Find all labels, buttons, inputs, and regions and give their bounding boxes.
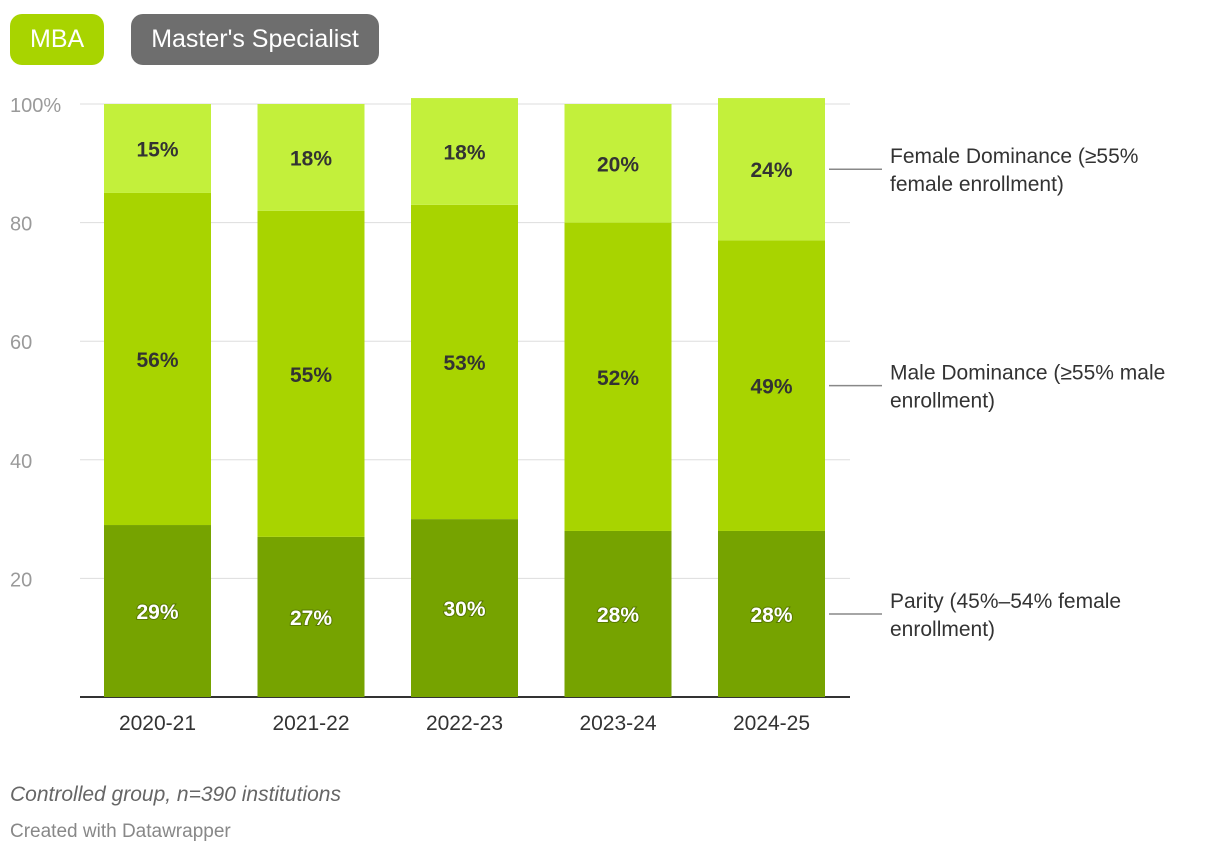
data-label: 18% (443, 141, 485, 164)
bar-segment (104, 525, 211, 697)
data-label: 27% (290, 607, 332, 630)
legend-label-line: female enrollment) (890, 173, 1064, 196)
bar-segment (411, 98, 518, 205)
tab-mba[interactable]: MBA (10, 14, 105, 65)
bar-segment (718, 530, 825, 697)
data-label: 28% (597, 604, 639, 627)
y-tick-label: 100% (10, 95, 61, 117)
legend-label-line: Male Dominance (≥55% male (890, 362, 1165, 385)
data-label: 15% (136, 138, 178, 161)
y-tick-label: 40 (10, 451, 32, 473)
stacked-bar-chart: 20 40 60 80 100% 29% 56% 15% 2020-21 27% 55% 18% 20… (10, 95, 1165, 735)
bar-segment (411, 519, 518, 697)
data-label: 28% (750, 604, 792, 627)
data-label: 53% (443, 352, 485, 375)
bar-segment (257, 104, 365, 211)
legend-label: Female Dominance (≥55% female enrollment) (890, 145, 1138, 196)
x-tick-label: 2021-22 (272, 712, 349, 735)
bar-segment (104, 192, 211, 526)
x-tick-label: 2022-23 (426, 712, 503, 735)
x-tick-label: 2023-24 (579, 712, 656, 735)
bar-segment (718, 240, 825, 531)
data-label: 49% (750, 376, 792, 399)
y-tick-label: 60 (10, 332, 32, 354)
bar-segment (104, 104, 211, 193)
legend-label-line: Female Dominance (≥55% (890, 145, 1138, 168)
legend-label-line: enrollment) (890, 618, 995, 641)
bar-segment (257, 210, 365, 537)
y-tick-label: 20 (10, 569, 32, 591)
bar-segment (564, 104, 672, 223)
data-label: 55% (290, 364, 332, 387)
legend-label: Parity (45%–54% female enrollment) (890, 590, 1121, 641)
data-label: 56% (136, 349, 178, 372)
legend-label: Male Dominance (≥55% male enrollment) (890, 362, 1165, 413)
legend-label-line: enrollment) (890, 390, 995, 413)
bar-segment (257, 536, 365, 697)
tab-masters-specialist[interactable]: Master's Specialist (131, 14, 379, 65)
data-label: 52% (597, 367, 639, 390)
chart-credit: Created with Datawrapper (10, 821, 231, 842)
data-label: 29% (136, 601, 178, 624)
x-tick-label: 2024-25 (733, 712, 810, 735)
y-tick-label: 80 (10, 214, 32, 236)
legend-label-line: Parity (45%–54% female (890, 590, 1121, 613)
data-label: 18% (290, 147, 332, 170)
x-tick-label: 2020-21 (119, 712, 196, 735)
bar-segment (718, 98, 825, 241)
bar-segment (411, 204, 518, 520)
data-label: 20% (597, 153, 639, 176)
chart-note: Controlled group, n=390 institutions (10, 783, 341, 806)
tab-bar: MBA Master's Specialist (10, 14, 379, 65)
bar-segment (564, 222, 672, 531)
data-label: 30% (443, 598, 485, 621)
data-label: 24% (750, 159, 792, 182)
bar-segment (564, 530, 672, 697)
